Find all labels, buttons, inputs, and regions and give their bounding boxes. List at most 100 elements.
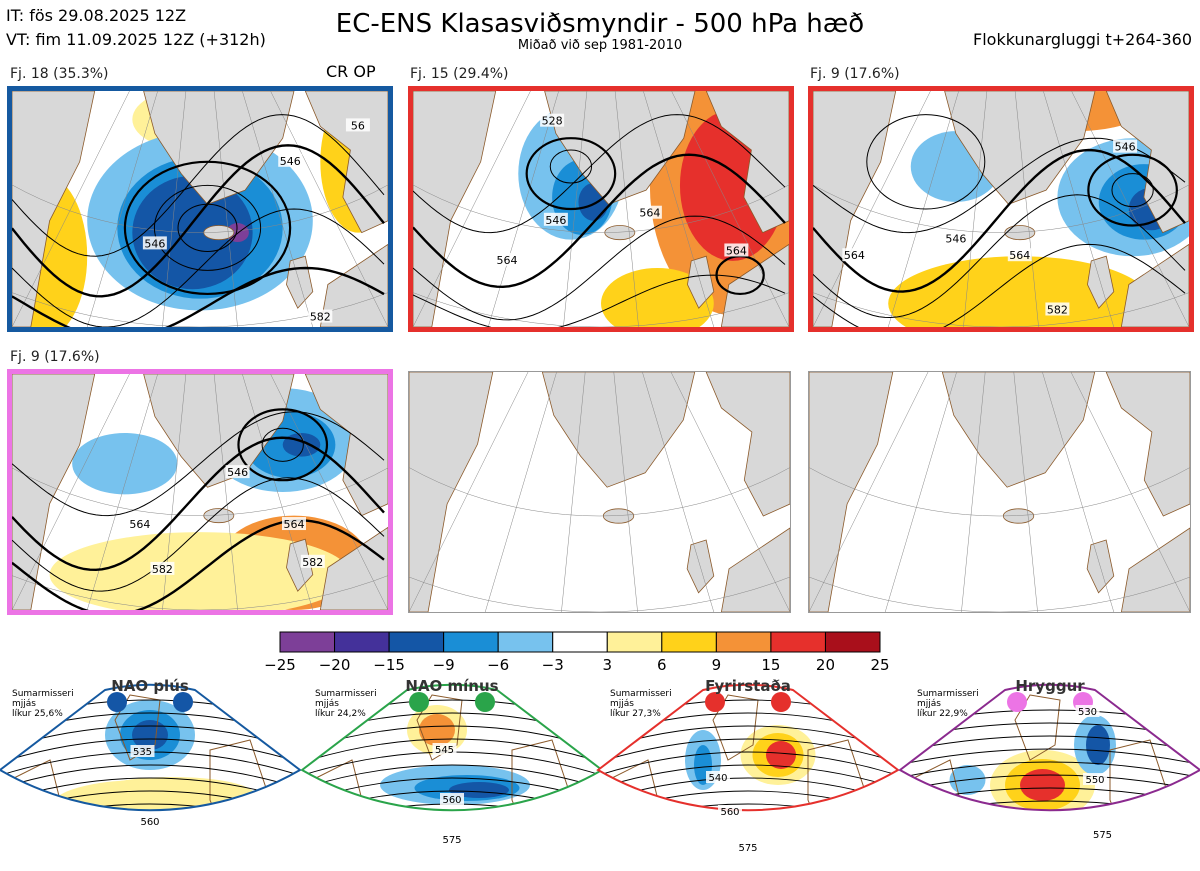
contour-label: 546 bbox=[1115, 141, 1136, 154]
colorbar-segment bbox=[715, 631, 772, 653]
contour-label: 564 bbox=[726, 244, 747, 257]
meridian bbox=[961, 372, 986, 612]
meridian bbox=[484, 372, 557, 612]
panel-4-label: Fj. 9 (17.6%) bbox=[10, 349, 100, 365]
colorbar-tick: −3 bbox=[541, 656, 564, 674]
contour-label: 564 bbox=[1009, 249, 1030, 262]
regime-contour bbox=[0, 764, 300, 796]
scandinavia bbox=[1105, 372, 1190, 517]
anomaly-blob bbox=[72, 433, 178, 495]
anomaly-blob bbox=[226, 223, 249, 243]
colorbar-tick: 20 bbox=[815, 656, 835, 674]
regime-contour-label: 560 bbox=[720, 807, 739, 818]
regime-dot bbox=[475, 692, 495, 712]
height-contour bbox=[866, 114, 986, 210]
colorbar-tick: 25 bbox=[870, 656, 890, 674]
height-contour bbox=[261, 427, 304, 462]
canada bbox=[409, 372, 494, 612]
height-contour bbox=[123, 160, 292, 296]
height-contour bbox=[1111, 173, 1154, 208]
regime-1-title: NAO plús bbox=[111, 677, 189, 695]
regime-anomaly bbox=[419, 714, 455, 746]
regime-contour bbox=[302, 764, 602, 796]
empty-map-6 bbox=[808, 371, 1191, 613]
init-time: IT: fös 29.08.2025 12Z bbox=[6, 6, 187, 25]
regime-2-title: NAO mínus bbox=[405, 677, 499, 695]
meridian bbox=[409, 372, 529, 612]
contour-label: 564 bbox=[284, 518, 305, 531]
cluster-map-2: 528 546 564 564 564 bbox=[408, 86, 794, 332]
parallel bbox=[813, 184, 1189, 233]
colorbar-tick: −20 bbox=[318, 656, 351, 674]
parallel bbox=[413, 184, 789, 233]
regime-coast bbox=[807, 739, 869, 811]
panel-1-label: Fj. 18 (35.3%) bbox=[10, 66, 109, 82]
contour-label: 546 bbox=[545, 214, 566, 227]
height-contour bbox=[177, 203, 238, 252]
chart-title: EC-ENS Klasasviðsmyndir - 500 hPa hæð bbox=[335, 9, 865, 39]
height-contour bbox=[12, 144, 385, 298]
height-contour bbox=[1087, 153, 1178, 227]
regime-contour-label: 545 bbox=[435, 745, 454, 756]
regime-contour-label: 575 bbox=[738, 843, 757, 854]
height-contour bbox=[153, 184, 262, 271]
contour-label: 582 bbox=[302, 556, 323, 569]
valid-time: VT: fim 11.09.2025 12Z (+312h) bbox=[6, 30, 266, 49]
parallel bbox=[809, 467, 1190, 517]
contour-label: 564 bbox=[497, 254, 518, 267]
europe bbox=[1120, 243, 1189, 327]
europe bbox=[1121, 527, 1190, 612]
meridian bbox=[887, 91, 959, 327]
greenland bbox=[541, 372, 696, 488]
contour-label: 546 bbox=[945, 233, 966, 246]
regime-contour bbox=[598, 738, 898, 770]
meridian bbox=[813, 91, 931, 327]
colorbar-segment bbox=[552, 631, 608, 653]
regime-contour-label: 575 bbox=[442, 835, 461, 846]
regime-contour bbox=[0, 803, 300, 811]
regime-contour bbox=[598, 803, 898, 811]
height-contour bbox=[813, 194, 1186, 319]
meridian bbox=[413, 91, 531, 327]
regime-dot bbox=[173, 692, 193, 712]
regime-contour bbox=[900, 761, 1200, 783]
meridian bbox=[1042, 372, 1115, 612]
regime-3-title: Fyrirstaða bbox=[705, 677, 791, 695]
cluster-map-4: 564 564 582 582 546 bbox=[7, 369, 393, 615]
colorbar bbox=[279, 631, 881, 653]
greenland bbox=[944, 91, 1096, 205]
regime-1-info: Sumarmisseri mjjás líkur 25,6% bbox=[12, 689, 74, 719]
regime-dot bbox=[107, 692, 127, 712]
regime-panels: 535 560 545 560 575 540 560 575 530 550 575 bbox=[0, 683, 1200, 854]
regime-contour-label: 560 bbox=[442, 795, 461, 806]
scandinavia bbox=[304, 374, 388, 517]
parallel bbox=[12, 184, 388, 233]
colorbar-segment bbox=[279, 631, 336, 653]
meridian bbox=[884, 372, 957, 612]
parallel bbox=[409, 467, 790, 517]
regime-4-info: Sumarmisseri mjjás líkur 22,9% bbox=[917, 689, 979, 719]
regime-contour-label: 560 bbox=[140, 817, 159, 828]
contour-label: 564 bbox=[639, 207, 660, 220]
greenland bbox=[143, 374, 295, 488]
regime-coast bbox=[511, 739, 573, 811]
height-contour bbox=[237, 408, 329, 482]
greenland bbox=[143, 91, 295, 205]
canada bbox=[809, 372, 894, 612]
colorbar-tick: −25 bbox=[264, 656, 296, 674]
meridian bbox=[1070, 372, 1190, 612]
contour-label: 528 bbox=[542, 115, 563, 128]
contour-label: 582 bbox=[152, 563, 173, 576]
height-contour bbox=[525, 137, 617, 211]
colorbar-tick: −6 bbox=[487, 656, 510, 674]
anomaly-blob bbox=[888, 256, 1152, 327]
regime-dot bbox=[771, 692, 791, 712]
height-contour bbox=[413, 215, 786, 321]
parallel bbox=[12, 467, 388, 516]
meridian bbox=[670, 372, 790, 612]
meridian bbox=[1013, 372, 1038, 612]
panel-2-label: Fj. 15 (29.4%) bbox=[410, 66, 509, 82]
empty-map-5 bbox=[408, 371, 791, 613]
meridian bbox=[242, 91, 314, 327]
contour-label: 546 bbox=[280, 155, 301, 168]
